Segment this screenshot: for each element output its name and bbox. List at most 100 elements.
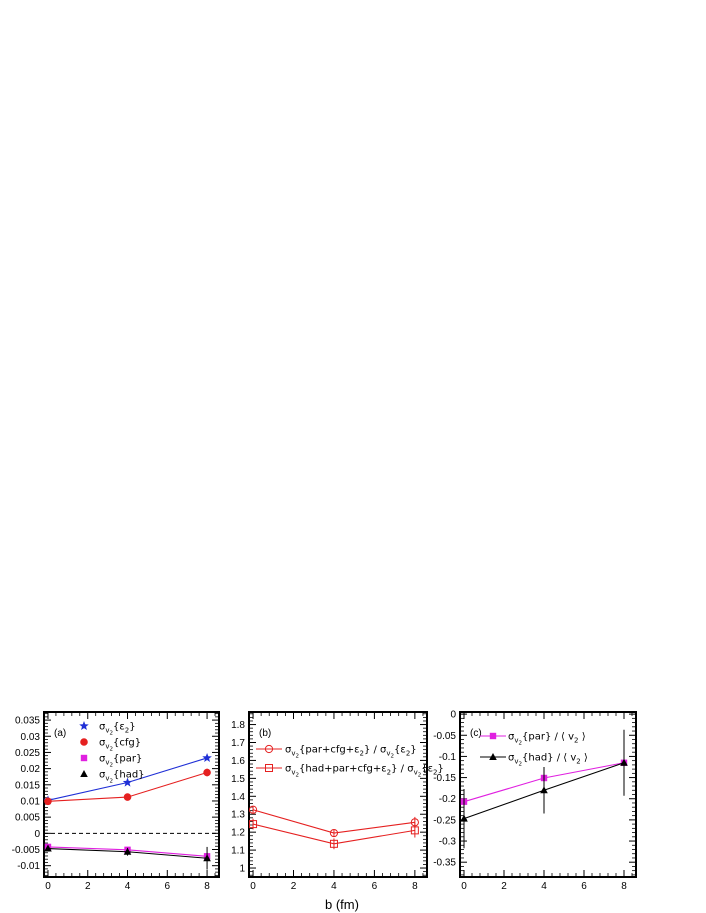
legend-marker bbox=[489, 732, 497, 740]
y-tick-label: 1.4 bbox=[231, 792, 245, 803]
legend-subscript: 2 bbox=[519, 741, 523, 747]
legend-marker bbox=[80, 738, 88, 746]
legend-text: {had} bbox=[113, 770, 145, 781]
data-point bbox=[329, 839, 338, 848]
legend-subscript: 2 bbox=[110, 763, 114, 769]
panel-c: 0 -0.05 -0.1 -0.15 -0.2 -0.25 -0.3 -0.35 0 2 4 6 8 (c… bbox=[433, 710, 637, 892]
y-tick-label: -0.2 bbox=[439, 794, 457, 805]
legend-text: {ε bbox=[113, 722, 125, 733]
data-point bbox=[410, 826, 419, 835]
y-tick-label: 0 bbox=[34, 829, 40, 840]
legend-subscript: 2 bbox=[576, 758, 580, 766]
legend-subscript: 2 bbox=[433, 769, 437, 777]
legend-subscript: v bbox=[291, 769, 295, 777]
y-tick-label: 1.2 bbox=[231, 828, 245, 839]
legend-marker bbox=[80, 754, 88, 762]
legend-text: {par} / ⟨ v bbox=[522, 732, 574, 743]
legend-subscript: 2 bbox=[110, 747, 114, 753]
legend-subscript: v bbox=[105, 743, 109, 751]
x-tick-label: 6 bbox=[581, 881, 587, 892]
legend-marker bbox=[264, 744, 274, 754]
data-point bbox=[122, 777, 133, 787]
y-tick-label: -0.15 bbox=[433, 773, 456, 784]
y-tick-label: -0.25 bbox=[433, 815, 456, 826]
legend-text: σ bbox=[285, 764, 292, 775]
legend-subscript: 2 bbox=[110, 779, 114, 785]
data-point bbox=[203, 854, 211, 862]
plot-frame bbox=[248, 711, 428, 878]
y-tick-label: 0 bbox=[450, 710, 456, 721]
x-tick-label: 4 bbox=[125, 881, 131, 892]
legend-marker bbox=[265, 764, 273, 772]
legend-subscript: 2 bbox=[296, 754, 300, 760]
x-tick-label: 4 bbox=[331, 881, 337, 892]
y-tick-label: 0.015 bbox=[15, 780, 40, 791]
panel-a: -0.01 -0.005 0 0.005 0.01 0.015 0.02 0.025 0.03 0… bbox=[12, 711, 220, 892]
y-tick-label: 1.1 bbox=[231, 846, 245, 857]
legend-subscript: v bbox=[105, 775, 109, 783]
x-tick-label: 2 bbox=[291, 881, 297, 892]
x-tick-label: 8 bbox=[204, 881, 210, 892]
data-point bbox=[123, 793, 132, 801]
y-tick-label: 0.02 bbox=[21, 764, 41, 775]
legend-subscript: 2 bbox=[359, 750, 363, 758]
legend-subscript: 2 bbox=[125, 727, 129, 735]
legend-subscript: v bbox=[386, 750, 390, 758]
legend-marker bbox=[79, 721, 89, 731]
legend-text: } bbox=[437, 764, 443, 775]
legend-subscript: v bbox=[105, 727, 109, 735]
y-tick-label: 1.8 bbox=[231, 720, 245, 731]
data-point bbox=[248, 805, 258, 814]
x-tick-label: 8 bbox=[621, 881, 627, 892]
data-point bbox=[123, 847, 132, 855]
data-point bbox=[620, 758, 628, 766]
legend-text: {par+cfg+ε bbox=[299, 745, 359, 756]
legend-subscript: 2 bbox=[519, 762, 523, 768]
legend-text: σ bbox=[99, 770, 106, 781]
legend-text: } / σ bbox=[364, 745, 387, 756]
legend-label: σv2{par+cfg+ε2} / σv2{ε2} bbox=[285, 745, 417, 760]
x-tick-label: 2 bbox=[85, 881, 91, 892]
data-point bbox=[540, 786, 548, 794]
x-tick-label: 8 bbox=[412, 881, 418, 892]
legend-subscript: v bbox=[291, 750, 295, 758]
x-tick-label: 0 bbox=[250, 881, 256, 892]
panel-label: (c) bbox=[470, 728, 482, 739]
data-point bbox=[44, 797, 52, 806]
y-tick-label: 1.6 bbox=[231, 756, 245, 767]
data-point bbox=[329, 828, 339, 838]
panel-b: 11.11.21.31.41.51.61.71.80 2 4 6 8(b)σv2{par… bbox=[231, 711, 444, 892]
legend-subscript: 2 bbox=[110, 731, 114, 737]
data-point bbox=[460, 814, 468, 822]
legend-text: σ bbox=[99, 754, 106, 765]
y-tick-label: 0.005 bbox=[15, 813, 40, 824]
legend-subscript: v bbox=[414, 769, 418, 777]
legend-text: } / σ bbox=[391, 764, 414, 775]
legend-label: σv2{cfg} bbox=[99, 738, 141, 753]
y-tick-label: 0.03 bbox=[21, 732, 41, 743]
y-tick-label: 1.3 bbox=[231, 810, 245, 821]
x-tick-label: 6 bbox=[165, 881, 171, 892]
legend-text: {ε bbox=[394, 745, 406, 756]
legend-subscript: v bbox=[105, 759, 109, 767]
legend-marker bbox=[80, 770, 88, 777]
legend-subscript: 2 bbox=[574, 737, 578, 745]
legend-text: } bbox=[129, 722, 135, 733]
y-tick-label: -0.1 bbox=[439, 752, 457, 763]
panel-label: (b) bbox=[259, 728, 271, 739]
panel-label: (a) bbox=[54, 728, 66, 739]
legend-text: σ bbox=[99, 722, 106, 733]
data-point bbox=[203, 768, 211, 777]
legend-subscript: v bbox=[514, 737, 518, 745]
y-tick-label: 1.5 bbox=[231, 774, 245, 785]
legend-label: σv2{had} / ⟨ v2 ⟩ bbox=[508, 753, 588, 768]
legend-text: σ bbox=[508, 753, 515, 764]
y-tick-label: 1 bbox=[239, 864, 245, 875]
y-tick-label: -0.005 bbox=[12, 845, 41, 856]
legend-label: σv2{had+par+cfg+ε2} / σv2{ε2} bbox=[285, 764, 444, 779]
legend-text: } bbox=[410, 745, 416, 756]
legend-text: σ bbox=[508, 732, 515, 743]
legend-label: σv2{had} bbox=[99, 770, 145, 785]
legend-text: {had+par+cfg+ε bbox=[299, 764, 387, 775]
